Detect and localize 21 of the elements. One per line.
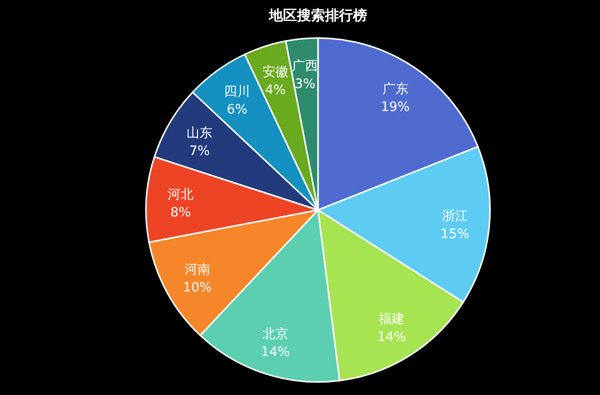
slice-label: 福建 bbox=[378, 312, 405, 328]
data-label: 14% bbox=[261, 344, 290, 360]
data-label: 10% bbox=[182, 280, 212, 296]
chart-title: 地区搜索排行榜 bbox=[268, 7, 367, 24]
data-label: 8% bbox=[170, 205, 191, 220]
slice-label: 北京 bbox=[262, 326, 288, 342]
data-label: 14% bbox=[377, 330, 406, 346]
slice-label: 河北 bbox=[168, 187, 194, 202]
slice-label: 四川 bbox=[224, 84, 250, 100]
slice-label: 广东 bbox=[382, 82, 408, 98]
data-label: 4% bbox=[265, 83, 286, 98]
data-label: 6% bbox=[226, 102, 248, 118]
slice-label: 山东 bbox=[186, 126, 213, 141]
data-label: 15% bbox=[440, 226, 470, 242]
slice-label: 安徽 bbox=[262, 64, 288, 80]
slice-label: 浙江 bbox=[442, 208, 468, 224]
data-label: 3% bbox=[294, 77, 316, 92]
data-label: 19% bbox=[380, 100, 410, 116]
slice-label: 广西 bbox=[292, 59, 318, 74]
slice-label: 河南 bbox=[184, 262, 210, 278]
data-label: 7% bbox=[189, 144, 210, 159]
